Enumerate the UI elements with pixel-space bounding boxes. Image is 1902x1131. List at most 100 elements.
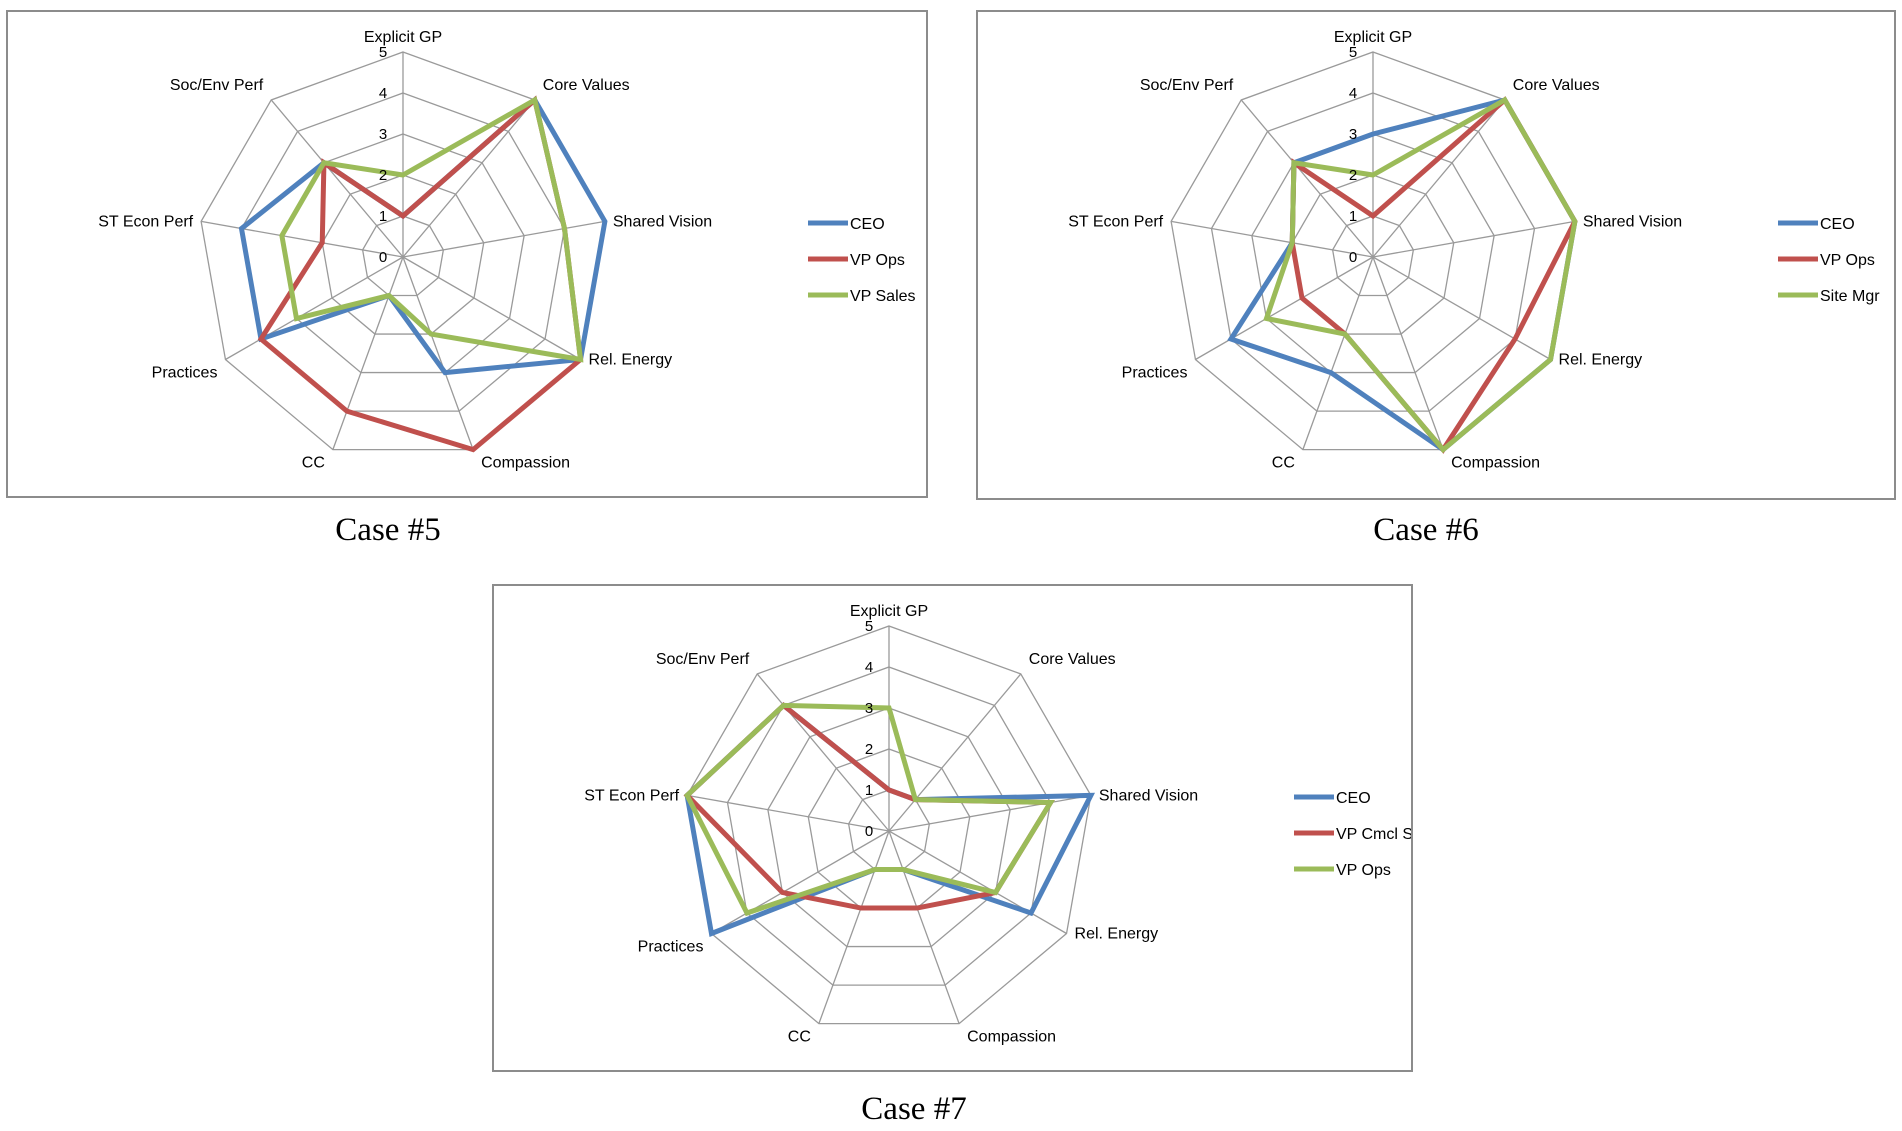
tick-label: 0 xyxy=(865,823,873,840)
grid-ring xyxy=(1291,174,1455,335)
axis-spoke xyxy=(888,794,1091,832)
legend-label: VP Ops xyxy=(850,252,905,269)
axis-label: Explicit GP xyxy=(1334,29,1412,46)
legend-label: CEO xyxy=(1336,790,1371,807)
legend-label: VP Ops xyxy=(1336,862,1391,879)
grid-ring xyxy=(1210,92,1536,412)
axis-spoke xyxy=(888,830,1067,935)
axis-label: CC xyxy=(302,455,325,472)
caption-case-5: Case #5 xyxy=(335,512,441,548)
axis-spoke xyxy=(402,99,536,258)
axis-spoke xyxy=(270,99,404,258)
axis-label: Shared Vision xyxy=(613,213,712,230)
axis-spoke xyxy=(1372,99,1506,258)
legend-label: Site Mgr xyxy=(1820,288,1880,305)
tick-label: 4 xyxy=(379,85,387,102)
tick-label: 0 xyxy=(1349,249,1357,266)
axis-label: ST Econ Perf xyxy=(98,213,193,230)
grid-ring xyxy=(240,92,566,412)
tick-label: 1 xyxy=(865,782,873,799)
axis-label: ST Econ Perf xyxy=(584,787,679,804)
legend-label: CEO xyxy=(1820,216,1855,233)
axis-spoke xyxy=(332,256,404,450)
tick-label: 0 xyxy=(379,249,387,266)
caption-case-7: Case #7 xyxy=(861,1091,967,1127)
tick-label: 4 xyxy=(865,659,873,676)
axis-label: CC xyxy=(1272,455,1295,472)
axis-spoke xyxy=(1240,99,1374,258)
axis-spoke xyxy=(1372,220,1575,258)
grid-ring xyxy=(726,666,1052,986)
axis-label: Practices xyxy=(1122,365,1188,382)
axis-spoke xyxy=(888,830,960,1024)
series-line-vp-ops xyxy=(684,702,1055,917)
grid-ring xyxy=(1331,215,1415,297)
caption-case-6: Case #6 xyxy=(1373,512,1479,548)
axis-spoke xyxy=(1302,256,1374,450)
legend-label: VP Sales xyxy=(850,288,916,305)
axis-label: Compassion xyxy=(481,455,570,472)
series-line-ceo xyxy=(238,96,608,376)
tick-label: 2 xyxy=(379,167,387,184)
tick-label: 5 xyxy=(379,44,387,61)
axis-spoke xyxy=(1372,256,1551,361)
axis-spoke xyxy=(687,794,890,832)
axis-label: CC xyxy=(788,1029,811,1046)
legend-label: VP Ops xyxy=(1820,252,1875,269)
axis-spoke xyxy=(756,673,890,832)
axis-label: Core Values xyxy=(1029,651,1116,668)
axis-label: Rel. Energy xyxy=(1559,352,1643,369)
axis-label: Practices xyxy=(638,939,704,956)
axis-spoke xyxy=(1195,256,1374,361)
axis-spoke xyxy=(711,830,890,935)
tick-label: 1 xyxy=(379,208,387,225)
axis-label: ST Econ Perf xyxy=(1068,213,1163,230)
axis-spoke xyxy=(818,830,890,1024)
series-line-site-mgr xyxy=(1263,96,1578,454)
axis-label: Explicit GP xyxy=(850,603,928,620)
tick-label: 3 xyxy=(1349,126,1357,143)
axis-label: Shared Vision xyxy=(1583,213,1682,230)
axis-label: Core Values xyxy=(1513,77,1600,94)
axis-spoke xyxy=(402,220,605,258)
axis-label: Core Values xyxy=(543,77,630,94)
tick-label: 1 xyxy=(1349,208,1357,225)
axis-label: Soc/Env Perf xyxy=(170,77,264,94)
tick-label: 2 xyxy=(1349,167,1357,184)
axis-label: Soc/Env Perf xyxy=(1140,77,1234,94)
grid-ring xyxy=(1251,133,1495,374)
grid-ring xyxy=(686,625,1092,1025)
axis-spoke xyxy=(201,220,404,258)
axis-label: Rel. Energy xyxy=(1075,926,1159,943)
axis-label: Rel. Energy xyxy=(589,352,673,369)
radar-chart-case-5: 0 1 2 3 4 5 Explicit GP Core Values Shared Visio… xyxy=(6,10,928,498)
axis-spoke xyxy=(888,673,1022,832)
legend-label: CEO xyxy=(850,216,885,233)
tick-label: 2 xyxy=(865,741,873,758)
axis-label: Soc/Env Perf xyxy=(656,651,750,668)
axis-spoke xyxy=(402,256,581,361)
tick-label: 3 xyxy=(379,126,387,143)
axis-label: Compassion xyxy=(967,1029,1056,1046)
axis-spoke xyxy=(225,256,404,361)
grid-ring xyxy=(361,215,445,297)
tick-label: 3 xyxy=(865,700,873,717)
tick-label: 5 xyxy=(865,618,873,635)
axis-spoke xyxy=(1171,220,1374,258)
tick-label: 4 xyxy=(1349,85,1357,102)
series-line-vp-ops xyxy=(257,95,584,453)
radar-chart-case-6: 0 1 2 3 4 5 Explicit GP Core Values Shared Visio… xyxy=(976,10,1896,500)
radar-chart-case-7: 0 1 2 3 4 5 Explicit GP Core Values Shared Visio… xyxy=(492,584,1413,1072)
axis-label: Compassion xyxy=(1451,455,1540,472)
legend-label: VP Cmcl Sales xyxy=(1336,826,1411,843)
axis-label: Practices xyxy=(152,365,218,382)
series-line-vp-sales xyxy=(279,96,584,363)
grid-ring xyxy=(767,707,1011,948)
axis-label: Shared Vision xyxy=(1099,787,1198,804)
axis-spoke xyxy=(402,256,474,450)
axis-spoke xyxy=(1372,256,1444,450)
grid-ring xyxy=(321,174,485,335)
